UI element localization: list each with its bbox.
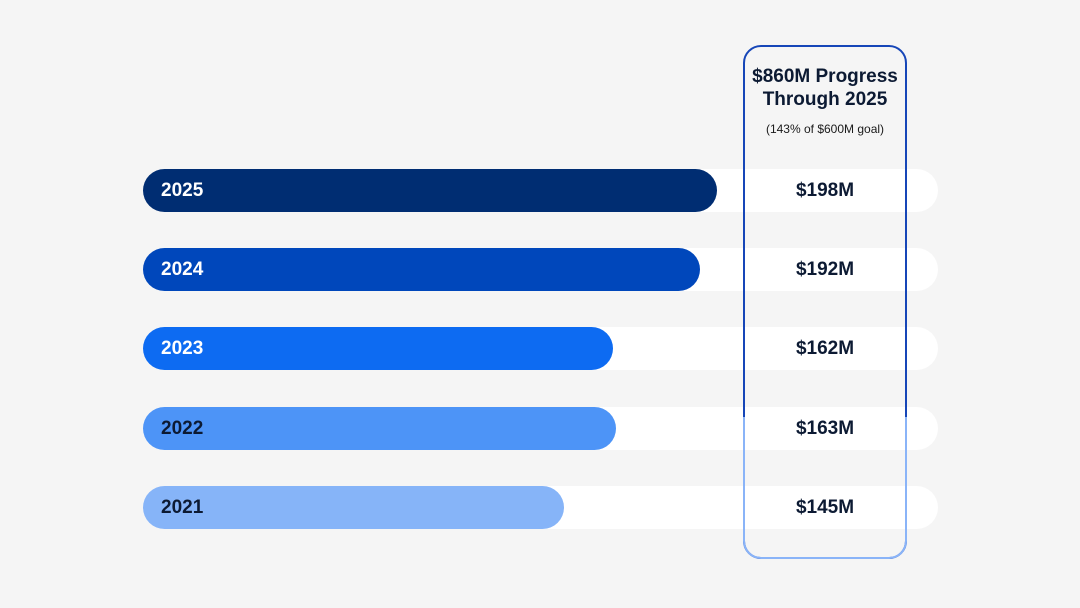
bar-2025 bbox=[143, 169, 718, 212]
bar-value-label: $163M bbox=[795, 417, 855, 439]
bar-year-label: 2024 bbox=[161, 259, 204, 281]
bar-2023 bbox=[143, 327, 613, 371]
bar-value-label: $145M bbox=[795, 496, 855, 518]
bar-value-label: $192M bbox=[795, 259, 855, 281]
bar-value-label: $162M bbox=[795, 338, 855, 360]
bar-value-label: $198M bbox=[795, 180, 855, 201]
bar-year-label: 2021 bbox=[161, 496, 204, 518]
bar-year-label: 2023 bbox=[161, 338, 204, 360]
total-progress-title: $860M Progress Through 2025 bbox=[752, 66, 898, 110]
total-progress-subtitle: (143% of $600M goal) bbox=[765, 122, 885, 136]
bar-track: 2025 $198M bbox=[143, 169, 938, 212]
bar-year-label: 2022 bbox=[161, 417, 204, 439]
bar-year-label: 2025 bbox=[161, 180, 204, 201]
bar-2021 bbox=[143, 485, 564, 529]
bar-track: 2024 $192M bbox=[143, 248, 938, 292]
bar-2024 bbox=[143, 248, 700, 292]
bar-2022 bbox=[143, 406, 616, 450]
bar-track: 2021 $145M bbox=[143, 485, 938, 529]
total-progress-panel: $860M Progress Through 2025 (143% of $60… bbox=[743, 45, 907, 559]
bar-track: 2022 $163M bbox=[143, 406, 938, 450]
bar-track: 2023 $162M bbox=[143, 327, 938, 371]
